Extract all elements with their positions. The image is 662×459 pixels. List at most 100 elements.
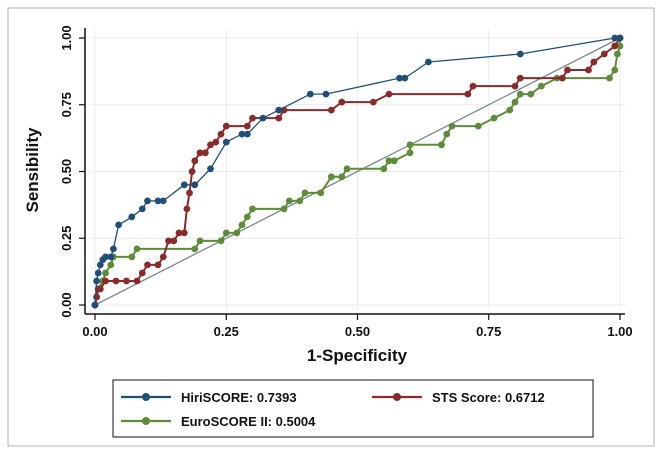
y-tick-label: 0.00: [59, 292, 74, 317]
legend-box: [112, 379, 594, 438]
legend-swatch-marker: [393, 393, 401, 401]
data-point-euroscore-ii: [327, 173, 335, 181]
data-point-hiriscore: [322, 90, 330, 98]
data-point-euroscore-ii: [611, 66, 619, 74]
data-point-sts-score: [133, 277, 141, 285]
data-point-sts-score: [165, 237, 172, 245]
data-point-sts-score: [600, 50, 608, 58]
data-point-sts-score: [564, 66, 571, 74]
data-point-euroscore-ii: [196, 237, 204, 245]
legend-swatch-marker: [142, 417, 150, 425]
data-point-sts-score: [102, 277, 109, 285]
data-point-hiriscore: [401, 74, 409, 82]
data-point-sts-score: [585, 66, 592, 74]
y-tick-label: 0.25: [59, 226, 74, 251]
data-point-sts-score: [275, 114, 283, 122]
data-point-hiriscore: [93, 277, 100, 285]
data-point-hiriscore: [94, 269, 102, 277]
data-point-sts-score: [183, 205, 191, 213]
data-point-euroscore-ii: [380, 165, 388, 173]
data-point-sts-score: [611, 42, 619, 50]
data-point-euroscore-ii: [128, 253, 136, 261]
data-point-sts-score: [201, 149, 209, 157]
data-point-hiriscore: [306, 90, 314, 98]
data-point-sts-score: [207, 141, 214, 149]
data-point-hiriscore: [138, 205, 146, 213]
data-point-sts-score: [590, 58, 598, 66]
data-point-euroscore-ii: [343, 165, 351, 173]
data-point-euroscore-ii: [107, 261, 115, 269]
data-point-euroscore-ii: [296, 197, 304, 205]
data-point-euroscore-ii: [222, 229, 230, 237]
data-point-sts-score: [196, 149, 204, 157]
series-sts-score: [91, 34, 624, 309]
data-point-hiriscore: [611, 34, 619, 42]
data-point-sts-score: [249, 114, 256, 122]
data-point-hiriscore: [102, 253, 109, 261]
x-axis-title: 1-Specificity: [307, 346, 408, 365]
data-point-euroscore-ii: [506, 106, 514, 114]
y-tick-label: 0.50: [59, 159, 74, 184]
data-point-euroscore-ii: [233, 229, 241, 237]
data-point-euroscore-ii: [614, 50, 621, 58]
series-line-euroscore-ii: [94, 38, 621, 306]
data-point-euroscore-ii: [438, 141, 445, 149]
data-point-sts-score: [96, 285, 104, 293]
data-point-euroscore-ii: [537, 82, 545, 90]
y-tick-label: 1.00: [59, 25, 74, 50]
data-point-sts-score: [338, 98, 346, 106]
data-point-euroscore-ii: [102, 269, 109, 277]
data-point-hiriscore: [107, 253, 115, 261]
legend-label: STS Score: 0.6712: [432, 390, 545, 405]
legend-item-sts-score: STS Score: 0.6712: [372, 390, 545, 405]
data-point-sts-score: [175, 229, 183, 237]
data-point-euroscore-ii: [249, 205, 256, 213]
data-point-sts-score: [154, 261, 162, 269]
data-point-euroscore-ii: [217, 237, 225, 245]
data-point-euroscore-ii: [606, 74, 613, 82]
data-point-hiriscore: [243, 130, 251, 138]
data-point-euroscore-ii: [285, 197, 293, 205]
data-point-hiriscore: [91, 301, 99, 309]
data-point-sts-score: [188, 168, 196, 175]
data-point-euroscore-ii: [280, 205, 288, 213]
legend-label: EuroSCORE II: 0.5004: [181, 414, 316, 429]
data-point-sts-score: [170, 237, 178, 245]
data-point-euroscore-ii: [390, 157, 398, 165]
data-point-hiriscore: [396, 74, 403, 82]
data-point-sts-score: [516, 74, 524, 82]
data-point-euroscore-ii: [443, 130, 451, 138]
data-point-euroscore-ii: [474, 122, 482, 130]
series-hiriscore: [91, 34, 624, 309]
data-point-sts-score: [180, 229, 188, 237]
x-tick-label: 0.75: [476, 324, 501, 339]
x-tick-label: 0.50: [345, 324, 370, 339]
data-point-hiriscore: [115, 221, 122, 229]
data-point-hiriscore: [616, 34, 624, 42]
x-tick-label: 0.25: [214, 324, 239, 339]
data-point-sts-score: [369, 98, 377, 106]
data-point-sts-score: [186, 189, 193, 197]
data-point-hiriscore: [425, 58, 432, 66]
data-point-sts-score: [93, 293, 100, 301]
data-point-hiriscore: [222, 138, 230, 146]
data-point-euroscore-ii: [238, 221, 246, 229]
data-point-euroscore-ii: [490, 114, 498, 122]
series-layer: [91, 34, 624, 309]
data-point-hiriscore: [516, 50, 524, 58]
data-point-euroscore-ii: [527, 90, 535, 98]
data-point-hiriscore: [207, 165, 214, 173]
data-point-euroscore-ii: [133, 245, 141, 253]
x-tick-label: 0.00: [82, 324, 107, 339]
data-point-hiriscore: [259, 114, 267, 122]
data-point-hiriscore: [275, 106, 283, 114]
data-point-sts-score: [123, 277, 130, 285]
data-point-euroscore-ii: [406, 141, 414, 149]
data-point-euroscore-ii: [511, 98, 519, 106]
data-point-sts-score: [217, 130, 225, 138]
outer-frame: [7, 7, 655, 447]
data-point-sts-score: [191, 157, 199, 165]
data-point-hiriscore: [110, 245, 117, 253]
legend-item-euroscore-ii: EuroSCORE II: 0.5004: [121, 414, 316, 429]
